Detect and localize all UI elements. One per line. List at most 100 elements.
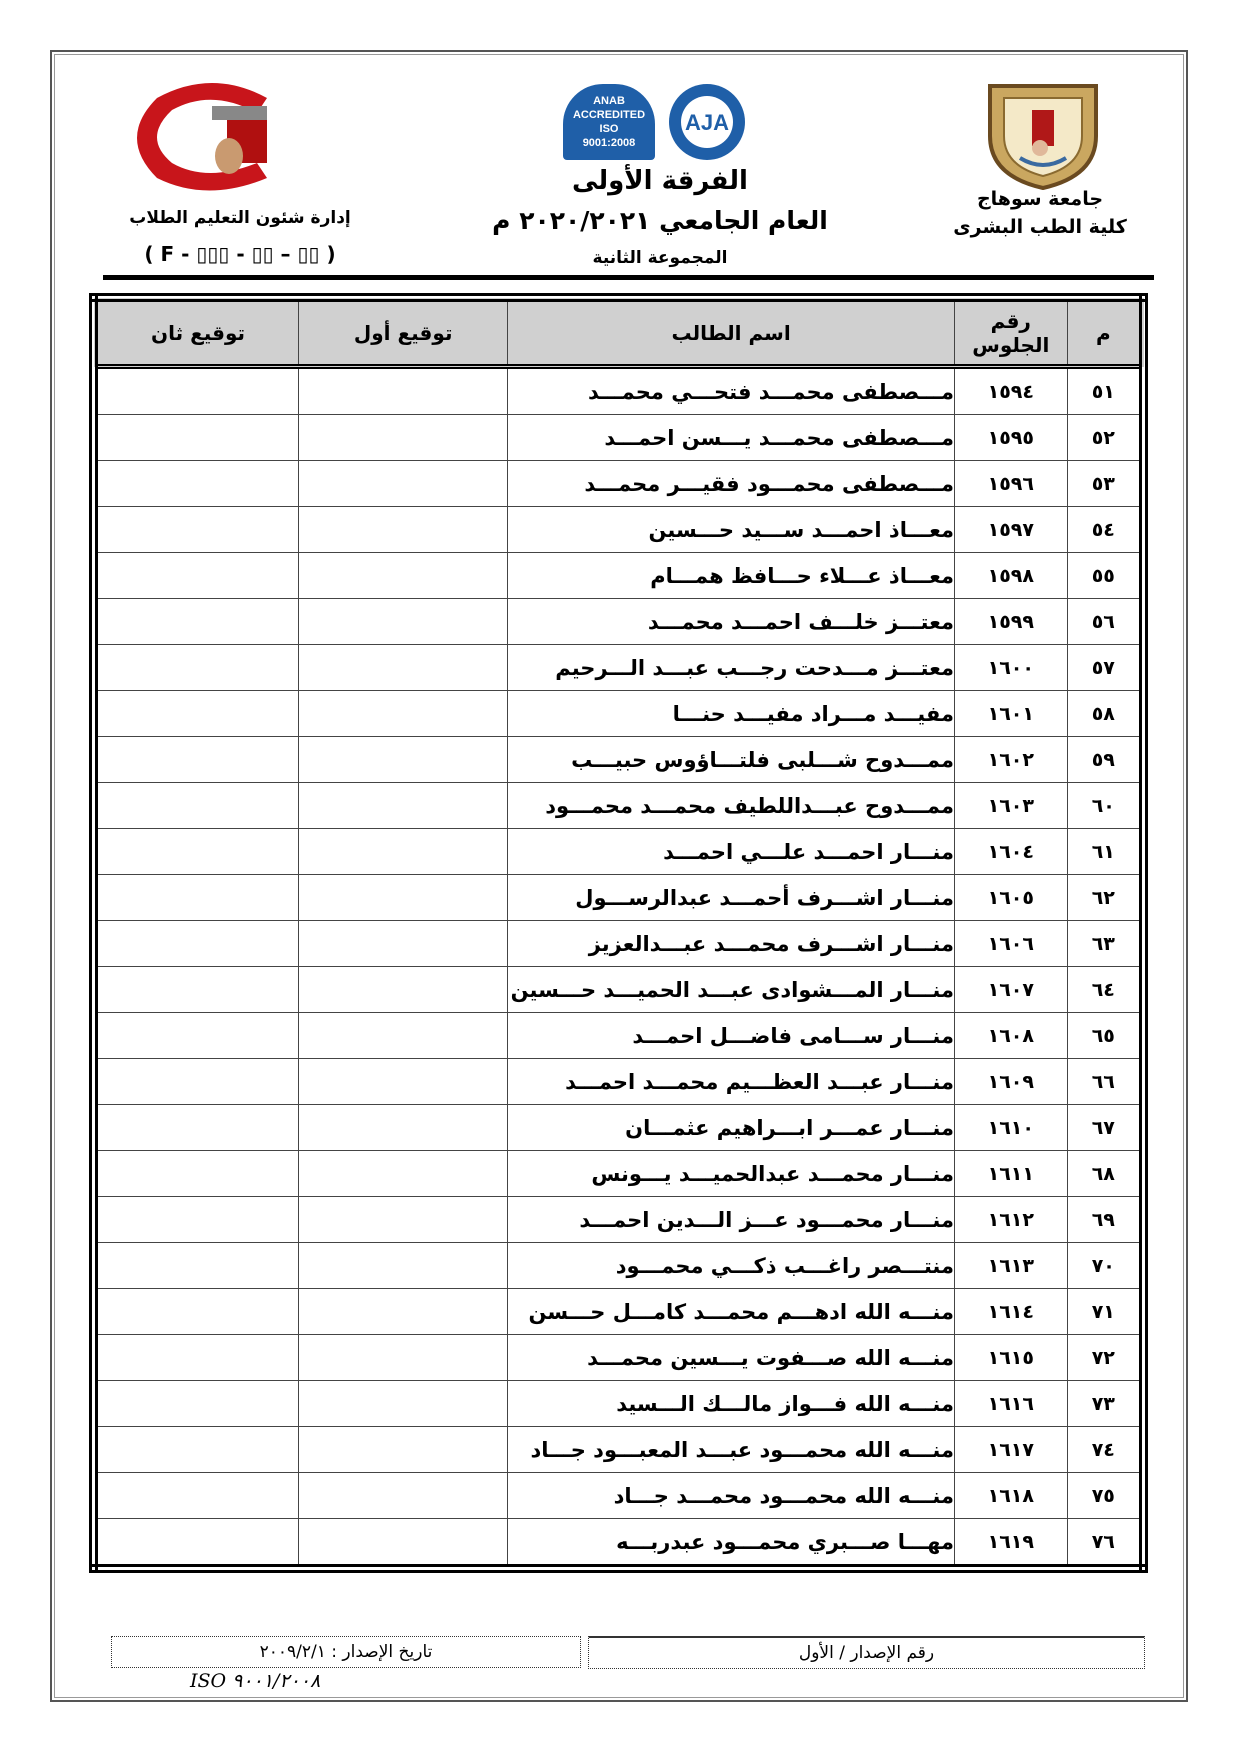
table-row: ٧٢ ١٦١٥ منـــه الله صـــفوت يـــسين محمـــ…: [92, 1334, 1145, 1381]
student-signature-table: م رقم الجلوس اسم الطالب توقيع أول توقيع …: [89, 293, 1148, 1573]
aja-logo: AJA: [667, 80, 747, 164]
table-row: ٧٣ ١٦١٦ منـــه الله فـــواز مالـــك الـــس…: [92, 1380, 1145, 1427]
col-header-name: اسم الطالب: [507, 297, 955, 369]
seat-number: ١٦٠٥: [954, 874, 1068, 921]
signature-1-cell: [298, 1242, 509, 1289]
table-row: ٦٩ ١٦١٢ منـــار محمـــود عـــز الـــدين اح…: [92, 1196, 1145, 1243]
signature-2-cell: [92, 1104, 300, 1151]
signature-2-cell: [92, 1518, 300, 1569]
seat-number: ١٦٠٦: [954, 920, 1068, 967]
signature-1-cell: [298, 920, 509, 967]
row-index: ٧٤: [1066, 1426, 1145, 1473]
group-name: المجموعة الثانية: [592, 248, 728, 268]
row-index: ٧٦: [1066, 1518, 1145, 1569]
row-index: ٦٩: [1066, 1196, 1145, 1243]
signature-1-cell: [298, 966, 509, 1013]
signature-2-cell: [92, 736, 300, 783]
row-index: ٦٧: [1066, 1104, 1145, 1151]
student-name: مفيـــد مـــراد مفيـــد حنـــا: [507, 690, 955, 737]
row-index: ٧٢: [1066, 1334, 1145, 1381]
table-row: ٦٠ ١٦٠٣ ممـــدوح عبـــداللطيف محمـــد محمـ…: [92, 782, 1145, 829]
table-row: ٦٨ ١٦١١ منـــار محمـــد عبدالحميـــد يـــو…: [92, 1150, 1145, 1197]
signature-2-cell: [92, 828, 300, 875]
signature-2-cell: [92, 1242, 300, 1289]
row-index: ٥٤: [1066, 506, 1145, 553]
signature-1-cell: [298, 366, 509, 415]
signature-2-cell: [92, 690, 300, 737]
student-name: منتـــصر راغـــب ذكـــي محمـــود: [507, 1242, 955, 1289]
row-index: ٧٣: [1066, 1380, 1145, 1427]
student-name: معتـــز خلـــف احمـــد محمـــد: [507, 598, 955, 645]
faculty-name: كلية الطب البشرى: [953, 216, 1127, 238]
seat-number: ١٦٠٢: [954, 736, 1068, 783]
table-row: ٥٧ ١٦٠٠ معتـــز مـــدحت رجـــب عبـــد الــ…: [92, 644, 1145, 691]
table-row: ٦٣ ١٦٠٦ منـــار اشـــرف محمـــد عبـــدالعز…: [92, 920, 1145, 967]
row-index: ٥٢: [1066, 414, 1145, 461]
seat-number: ١٦٠٤: [954, 828, 1068, 875]
signature-2-cell: [92, 920, 300, 967]
seat-number: ١٦٠٩: [954, 1058, 1068, 1105]
student-name: منـــار عبـــد العظـــيم محمـــد احمـــد: [507, 1058, 955, 1105]
header-divider: [103, 275, 1154, 280]
col-header-sign2: توقيع ثان: [92, 297, 300, 369]
signature-1-cell: [298, 1058, 509, 1105]
row-index: ٦٤: [1066, 966, 1145, 1013]
student-name: منـــه الله محمـــود محمـــد جـــاد: [507, 1472, 955, 1519]
signature-1-cell: [298, 644, 509, 691]
row-index: ٥٣: [1066, 460, 1145, 507]
row-index: ٧٥: [1066, 1472, 1145, 1519]
table-row: ٥٨ ١٦٠١ مفيـــد مـــراد مفيـــد حنـــا: [92, 690, 1145, 737]
seat-number: ١٥٩٦: [954, 460, 1068, 507]
student-name: مـــصطفى محمـــد فتحـــي محمـــد: [507, 366, 955, 415]
signature-2-cell: [92, 1288, 300, 1335]
seat-number: ١٦١٩: [954, 1518, 1068, 1569]
student-name: منـــار اشـــرف محمـــد عبـــدالعزيز: [507, 920, 955, 967]
signature-1-cell: [298, 460, 509, 507]
table-row: ٦٥ ١٦٠٨ منـــار ســـامى فاضـــل احمـــد: [92, 1012, 1145, 1059]
signature-1-cell: [298, 1196, 509, 1243]
student-name: منـــار احمـــد علـــي احمـــد: [507, 828, 955, 875]
student-name: منـــار محمـــد عبدالحميـــد يـــونس: [507, 1150, 955, 1197]
issue-date-box: تاريخ الإصدار : ٢٠٠٩/٢/١: [111, 1636, 581, 1668]
seat-number: ١٥٩٩: [954, 598, 1068, 645]
seat-number: ١٦٠٨: [954, 1012, 1068, 1059]
signature-2-cell: [92, 644, 300, 691]
signature-2-cell: [92, 414, 300, 461]
signature-1-cell: [298, 828, 509, 875]
table-row: ٦٤ ١٦٠٧ منـــار المـــشوادى عبـــد الحميــ…: [92, 966, 1145, 1013]
signature-1-cell: [298, 1288, 509, 1335]
signature-2-cell: [92, 1196, 300, 1243]
row-index: ٦٥: [1066, 1012, 1145, 1059]
table-row: ٥٣ ١٥٩٦ مـــصطفى محمـــود فقيـــر محمـــد: [92, 460, 1145, 507]
issue-date: تاريخ الإصدار : ٢٠٠٩/٢/١: [259, 1642, 433, 1662]
signature-1-cell: [298, 874, 509, 921]
student-name: مهـــا صـــبري محمـــود عبدربـــه: [507, 1518, 955, 1569]
table-row: ٧١ ١٦١٤ منـــه الله ادهـــم محمـــد كامـــ…: [92, 1288, 1145, 1335]
signature-1-cell: [298, 598, 509, 645]
signature-1-cell: [298, 1012, 509, 1059]
row-index: ٦٨: [1066, 1150, 1145, 1197]
page-border: [50, 50, 1188, 1702]
seat-number: ١٦٠٧: [954, 966, 1068, 1013]
student-name: منـــار اشـــرف أحمـــد عبدالرســـول: [507, 874, 955, 921]
signature-1-cell: [298, 552, 509, 599]
signature-2-cell: [92, 1426, 300, 1473]
row-index: ٥٨: [1066, 690, 1145, 737]
table-row: ٦١ ١٦٠٤ منـــار احمـــد علـــي احمـــد: [92, 828, 1145, 875]
seat-number: ١٦١٧: [954, 1426, 1068, 1473]
signature-1-cell: [298, 736, 509, 783]
level-title: الفرقة الأولى: [572, 166, 748, 196]
signature-1-cell: [298, 506, 509, 553]
signature-2-cell: [92, 598, 300, 645]
signature-2-cell: [92, 506, 300, 553]
row-index: ٥٥: [1066, 552, 1145, 599]
issue-number-box: رقم الإصدار / الأول: [588, 1636, 1145, 1669]
svg-text:AJA: AJA: [685, 110, 729, 135]
seat-number: ١٦٠١: [954, 690, 1068, 737]
seat-number: ١٥٩٨: [954, 552, 1068, 599]
university-name: جامعة سوهاج: [976, 188, 1104, 210]
row-index: ٦٢: [1066, 874, 1145, 921]
signature-1-cell: [298, 690, 509, 737]
student-name: معتـــز مـــدحت رجـــب عبـــد الـــرحيم: [507, 644, 955, 691]
col-header-index: م: [1066, 297, 1145, 369]
